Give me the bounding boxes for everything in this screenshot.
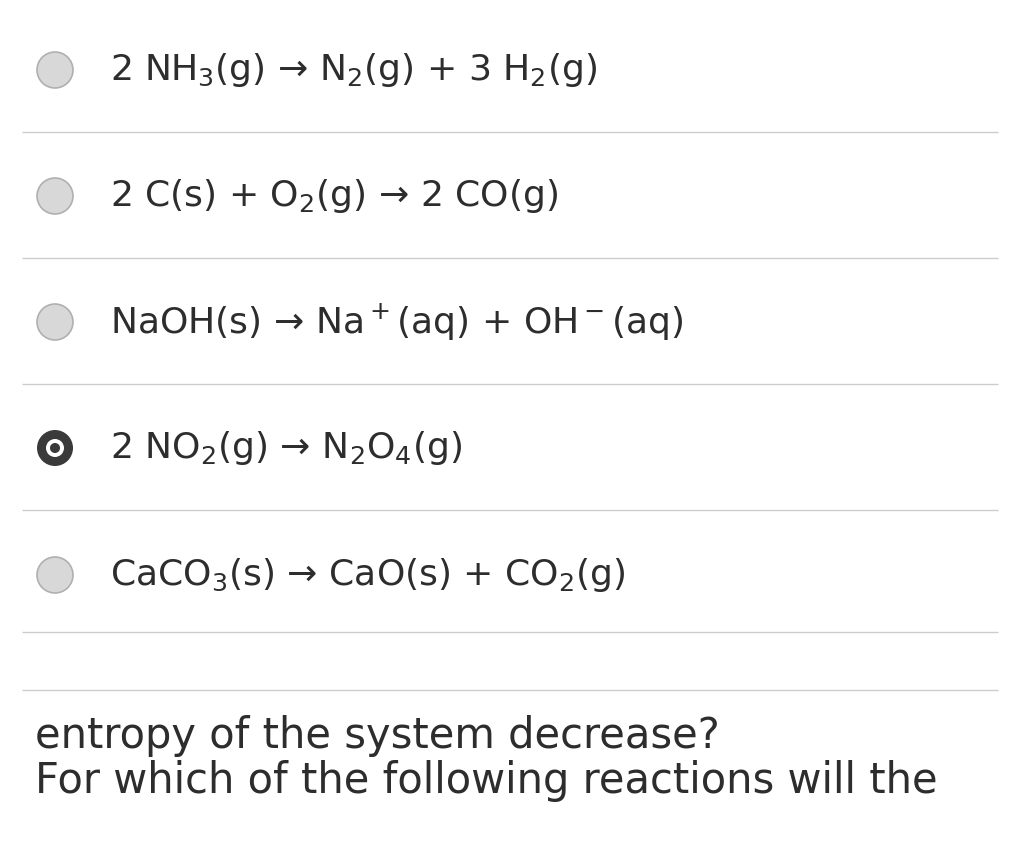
Circle shape [37, 430, 73, 466]
Text: For which of the following reactions will the: For which of the following reactions wil… [35, 760, 936, 802]
Text: 2 C(s) + O$_2$(g) → 2 CO(g): 2 C(s) + O$_2$(g) → 2 CO(g) [110, 177, 557, 215]
Text: 2 NO$_2$(g) → N$_2$O$_4$(g): 2 NO$_2$(g) → N$_2$O$_4$(g) [110, 429, 462, 467]
Text: NaOH(s) → Na$^+$(aq) + OH$^-$(aq): NaOH(s) → Na$^+$(aq) + OH$^-$(aq) [110, 301, 683, 343]
Circle shape [37, 557, 73, 593]
Circle shape [37, 178, 73, 214]
Text: entropy of the system decrease?: entropy of the system decrease? [35, 715, 719, 757]
Circle shape [50, 443, 60, 453]
Circle shape [37, 304, 73, 340]
Text: CaCO$_3$(s) → CaO(s) + CO$_2$(g): CaCO$_3$(s) → CaO(s) + CO$_2$(g) [110, 556, 626, 594]
Text: 2 NH$_3$(g) → N$_2$(g) + 3 H$_2$(g): 2 NH$_3$(g) → N$_2$(g) + 3 H$_2$(g) [110, 51, 596, 89]
Circle shape [46, 439, 64, 457]
Circle shape [37, 52, 73, 88]
